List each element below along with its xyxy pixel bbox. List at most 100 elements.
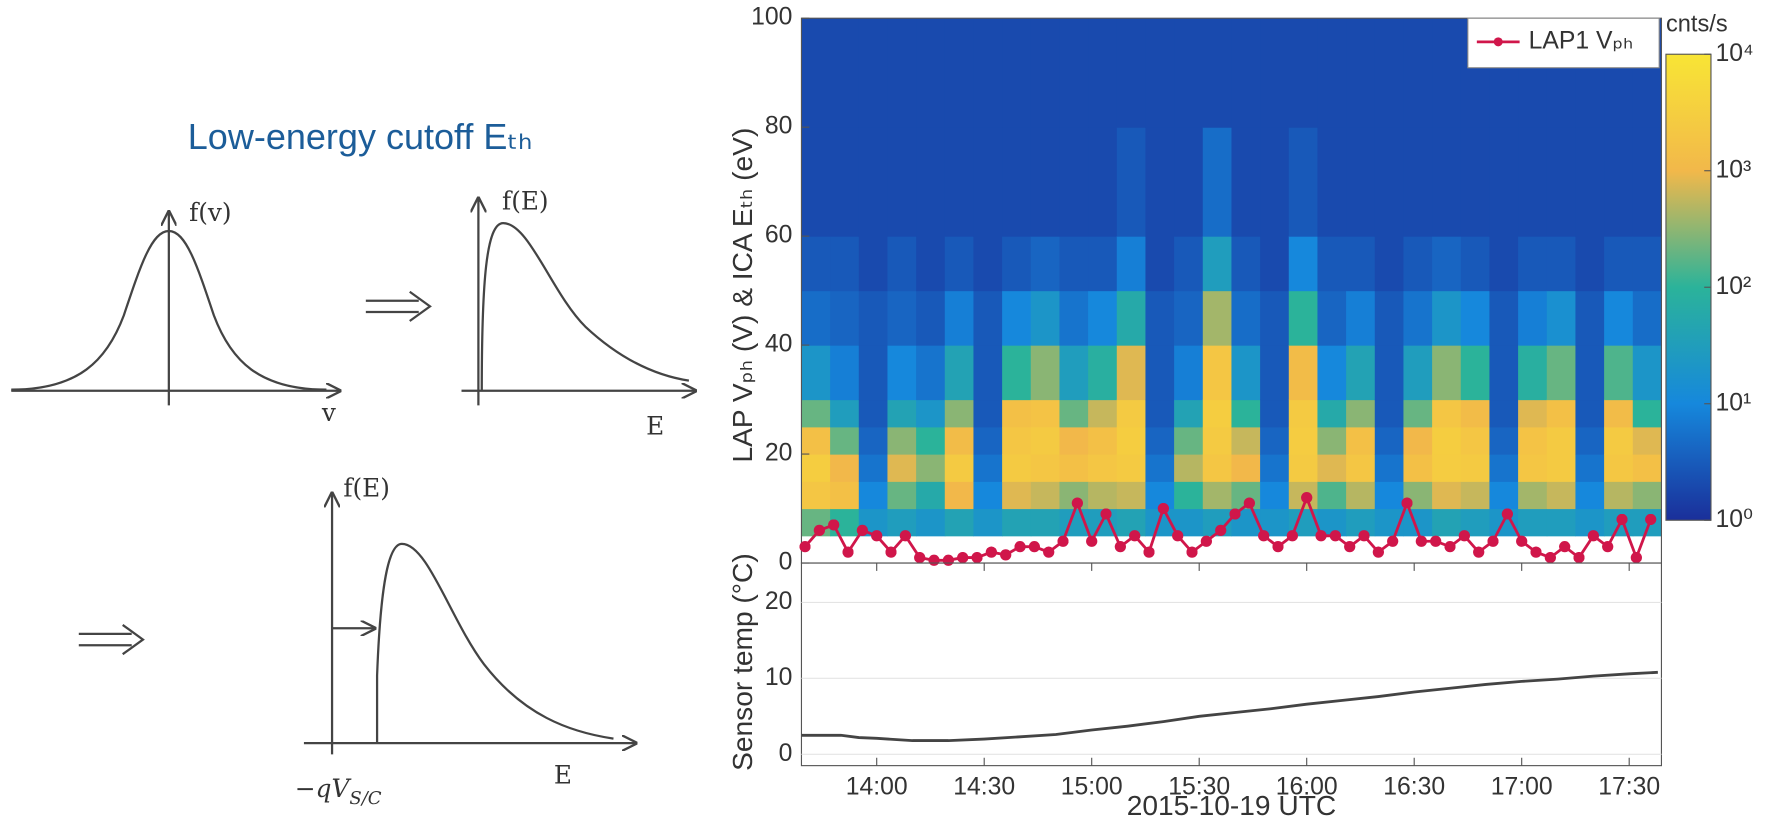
heatmap-cell [1059, 481, 1089, 510]
heatmap-cell [1202, 399, 1233, 428]
heatmap-cell [1088, 345, 1118, 401]
heatmap-cell [1116, 18, 1147, 128]
heatmap-cell [1116, 426, 1147, 455]
heatmap-cell [1604, 290, 1634, 346]
heatmap-cell [973, 481, 1003, 510]
heatmap-cell [1231, 236, 1261, 292]
heatmap-cell [887, 508, 917, 537]
heatmap-cell [1002, 508, 1032, 537]
heatmap-cell [1432, 236, 1462, 292]
heatmap-cell [1346, 236, 1376, 292]
diagram-title: Low-energy cutoff Eₜₕ [188, 116, 533, 157]
heatmap-cell [1432, 508, 1462, 537]
heatmap-cell [973, 18, 1003, 128]
heatmap-cell [1317, 481, 1347, 510]
heatmap-cell [1116, 127, 1147, 237]
heatmap-cell [1030, 290, 1061, 346]
heatmap-cell [1403, 290, 1433, 346]
heatmap-cell [1374, 236, 1405, 292]
heatmap-cell [1346, 481, 1376, 510]
heatmap-cell [1604, 508, 1634, 537]
heatmap-cell [887, 18, 917, 128]
x-axis-label: 2015-10-19 UTC [1127, 790, 1336, 821]
heatmap-cell [1202, 345, 1233, 401]
heatmap-cell [916, 426, 946, 455]
heatmap-cell [1116, 399, 1147, 428]
heatmap-cell [830, 399, 860, 428]
heatmap-cell [973, 508, 1003, 537]
heatmap-cell [830, 18, 860, 128]
heatmap-cell [1145, 18, 1175, 128]
heatmap-cell [1460, 236, 1491, 292]
heatmap-cell [1145, 399, 1175, 428]
heatmap-cell [1145, 127, 1175, 237]
heatmap-cell [1546, 345, 1577, 401]
y-tick-label: 20 [765, 588, 793, 615]
heatmap-cell [1575, 481, 1605, 510]
heatmap-cell [944, 508, 975, 537]
heatmap-cell [1403, 18, 1433, 128]
heatmap-cell [887, 426, 917, 455]
heatmap-cell [1575, 127, 1605, 237]
heatmap-cell [1403, 454, 1433, 482]
heatmap-cell [1604, 345, 1634, 401]
heatmap-cell [1174, 481, 1204, 510]
heatmap-cell [1546, 399, 1577, 428]
heatmap-cell [1632, 127, 1663, 237]
heatmap-cell [1145, 236, 1175, 292]
y-tick-label: 0 [779, 740, 793, 767]
heatmap-cell [1374, 127, 1405, 237]
panel-3: f(E) E −qVS/C [295, 474, 636, 809]
heatmap-cell [1632, 426, 1663, 455]
heatmap-cell [1346, 508, 1376, 537]
heatmap-cell [1546, 454, 1577, 482]
y-tick-label: 10 [765, 664, 793, 691]
x-label: E [646, 412, 664, 441]
heatmap-cell [1460, 481, 1491, 510]
heatmap-cell [830, 426, 860, 455]
heatmap-cell [1460, 508, 1491, 537]
heatmap-cell [858, 508, 889, 537]
heatmap-cell [1260, 236, 1290, 292]
heatmap-cell [1116, 454, 1147, 482]
heatmap-cell [1575, 426, 1605, 455]
heatmap-cell [1432, 426, 1462, 455]
y-tick-label: 100 [751, 4, 792, 31]
heatmap-cell [830, 454, 860, 482]
heatmap-cell [1632, 345, 1663, 401]
heatmap-cell [1174, 426, 1204, 455]
heatmap-cell [1088, 454, 1118, 482]
heatmap-cell [858, 454, 889, 482]
heatmap-cell [801, 236, 831, 292]
heatmap-cell [1374, 399, 1405, 428]
heatmap-cell [887, 399, 917, 428]
heatmap-cell [1403, 236, 1433, 292]
heatmap-cell [1231, 454, 1261, 482]
heatmap-cell [858, 236, 889, 292]
heatmap-cell [1202, 290, 1233, 346]
heatmap-cell [1116, 236, 1147, 292]
heatmap-cell [1346, 18, 1376, 128]
heatmap-cell [1088, 127, 1118, 237]
heatmap-cell [1575, 345, 1605, 401]
heatmap-cell [1030, 236, 1061, 292]
heatmap-cell [1116, 508, 1147, 537]
heatmap-cell [1002, 290, 1032, 346]
heatmap-cell [973, 290, 1003, 346]
heatmap-cell [830, 508, 860, 537]
plot-frame [800, 562, 1663, 767]
heatmap-cell [1604, 236, 1634, 292]
heatmap-cell [1030, 18, 1061, 128]
heatmap-cell [916, 399, 946, 428]
heatmap-cell [1260, 399, 1290, 428]
heatmap-cell [1317, 426, 1347, 455]
heatmap-cell [1489, 345, 1519, 401]
heatmap-cell [973, 399, 1003, 428]
x-tick-label: 16:30 [1383, 774, 1445, 801]
heatmap-cell [1632, 399, 1663, 428]
heatmap-cell [1460, 454, 1491, 482]
heatmap-cell [944, 426, 975, 455]
heatmap-cell [1604, 399, 1634, 428]
heatmap-cell [1432, 399, 1462, 428]
